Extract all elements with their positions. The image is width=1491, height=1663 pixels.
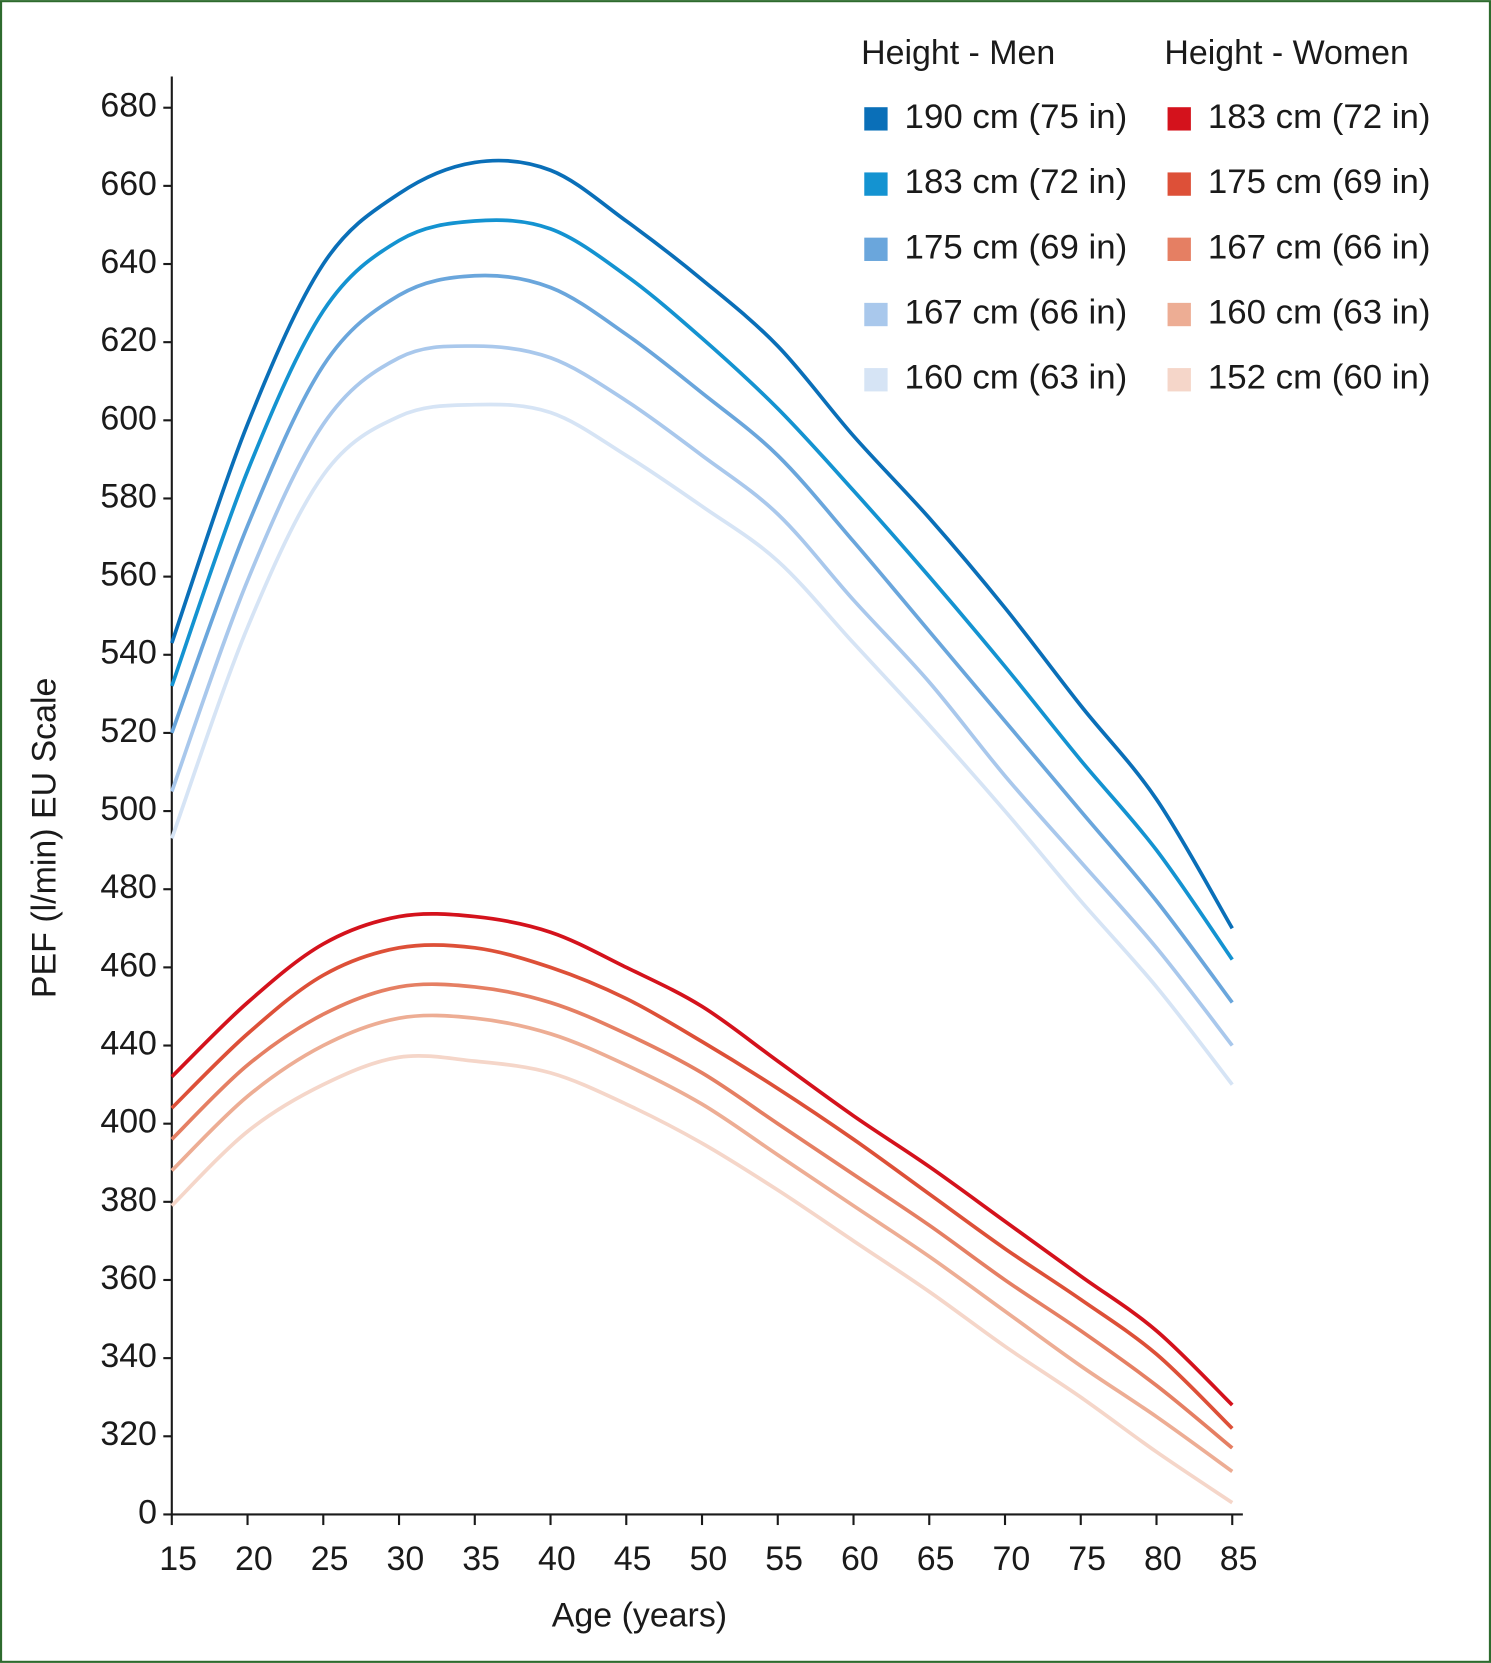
- series-line: [170, 911, 1234, 1407]
- y-tick-label: 580: [100, 477, 157, 515]
- y-tick-label: 520: [100, 712, 157, 750]
- x-tick-label: 60: [841, 1540, 879, 1578]
- x-tick-label: 35: [462, 1540, 500, 1578]
- y-tick-label: 400: [100, 1103, 157, 1141]
- legend-label: 167 cm (66 in): [1208, 228, 1431, 266]
- x-tick-label: 80: [1144, 1540, 1182, 1578]
- legend-swatch: [864, 237, 888, 261]
- series-line: [170, 1013, 1234, 1473]
- legend-title: Height - Women: [1164, 34, 1408, 72]
- legend-label: 152 cm (60 in): [1208, 359, 1431, 397]
- y-tick-label: 620: [100, 321, 157, 359]
- y-tick-label: 560: [100, 556, 157, 594]
- y-tick-label: 480: [100, 868, 157, 906]
- y-tick-label: 460: [100, 946, 157, 984]
- y-tick-label: 360: [100, 1259, 157, 1297]
- y-tick-label: 500: [100, 790, 157, 828]
- legend-label: 167 cm (66 in): [905, 293, 1128, 331]
- series-line: [170, 943, 1234, 1430]
- series-line: [170, 218, 1234, 961]
- series-line: [170, 158, 1234, 930]
- y-tick-label: 600: [100, 399, 157, 437]
- legend-label: 190 cm (75 in): [905, 98, 1128, 136]
- x-tick-label: 40: [538, 1540, 576, 1578]
- legend-title: Height - Men: [861, 34, 1055, 72]
- y-tick-label: 660: [100, 165, 157, 203]
- legend-swatch: [1167, 107, 1191, 131]
- y-tick-label: 440: [100, 1024, 157, 1062]
- legend-label: 183 cm (72 in): [905, 163, 1128, 201]
- legend-swatch: [864, 368, 888, 392]
- legend-swatch: [864, 302, 888, 327]
- legend-swatch: [1167, 302, 1191, 327]
- series-line: [170, 273, 1234, 1004]
- y-tick-label: 640: [100, 243, 157, 281]
- x-tick-label: 45: [614, 1540, 652, 1578]
- legend-label: 175 cm (69 in): [905, 228, 1128, 266]
- y-tick-label: 340: [100, 1337, 157, 1375]
- legend-label: 183 cm (72 in): [1208, 98, 1431, 136]
- x-tick-label: 30: [387, 1540, 425, 1578]
- x-tick-label: 25: [311, 1540, 349, 1578]
- y-tick-label: 320: [100, 1415, 157, 1453]
- x-tick-label: 20: [235, 1540, 273, 1578]
- legend-swatch: [864, 172, 888, 196]
- legend-label: 160 cm (63 in): [905, 359, 1128, 397]
- y-tick-label: 0: [138, 1493, 157, 1531]
- y-tick-label: 680: [100, 87, 157, 125]
- legend-label: 175 cm (69 in): [1208, 163, 1431, 201]
- x-tick-label: 15: [159, 1540, 197, 1578]
- legend-label: 160 cm (63 in): [1208, 293, 1431, 331]
- y-tick-label: 540: [100, 634, 157, 672]
- series-line: [170, 1054, 1234, 1505]
- x-tick-label: 50: [690, 1540, 728, 1578]
- x-axis-title: Age (years): [552, 1596, 727, 1634]
- legend-swatch: [1167, 368, 1191, 392]
- series-line: [170, 982, 1234, 1450]
- x-tick-label: 70: [993, 1540, 1031, 1578]
- legend-swatch: [864, 107, 888, 131]
- x-tick-label: 75: [1068, 1540, 1106, 1578]
- x-tick-label: 85: [1220, 1540, 1258, 1578]
- y-tick-label: 380: [100, 1181, 157, 1219]
- series-line: [170, 344, 1234, 1047]
- legend-swatch: [1167, 172, 1191, 196]
- y-axis-title: PEF (l/min) EU Scale: [26, 678, 64, 998]
- legend-swatch: [1167, 237, 1191, 261]
- x-tick-label: 55: [765, 1540, 803, 1578]
- x-tick-label: 65: [917, 1540, 955, 1578]
- series-line: [170, 402, 1234, 1086]
